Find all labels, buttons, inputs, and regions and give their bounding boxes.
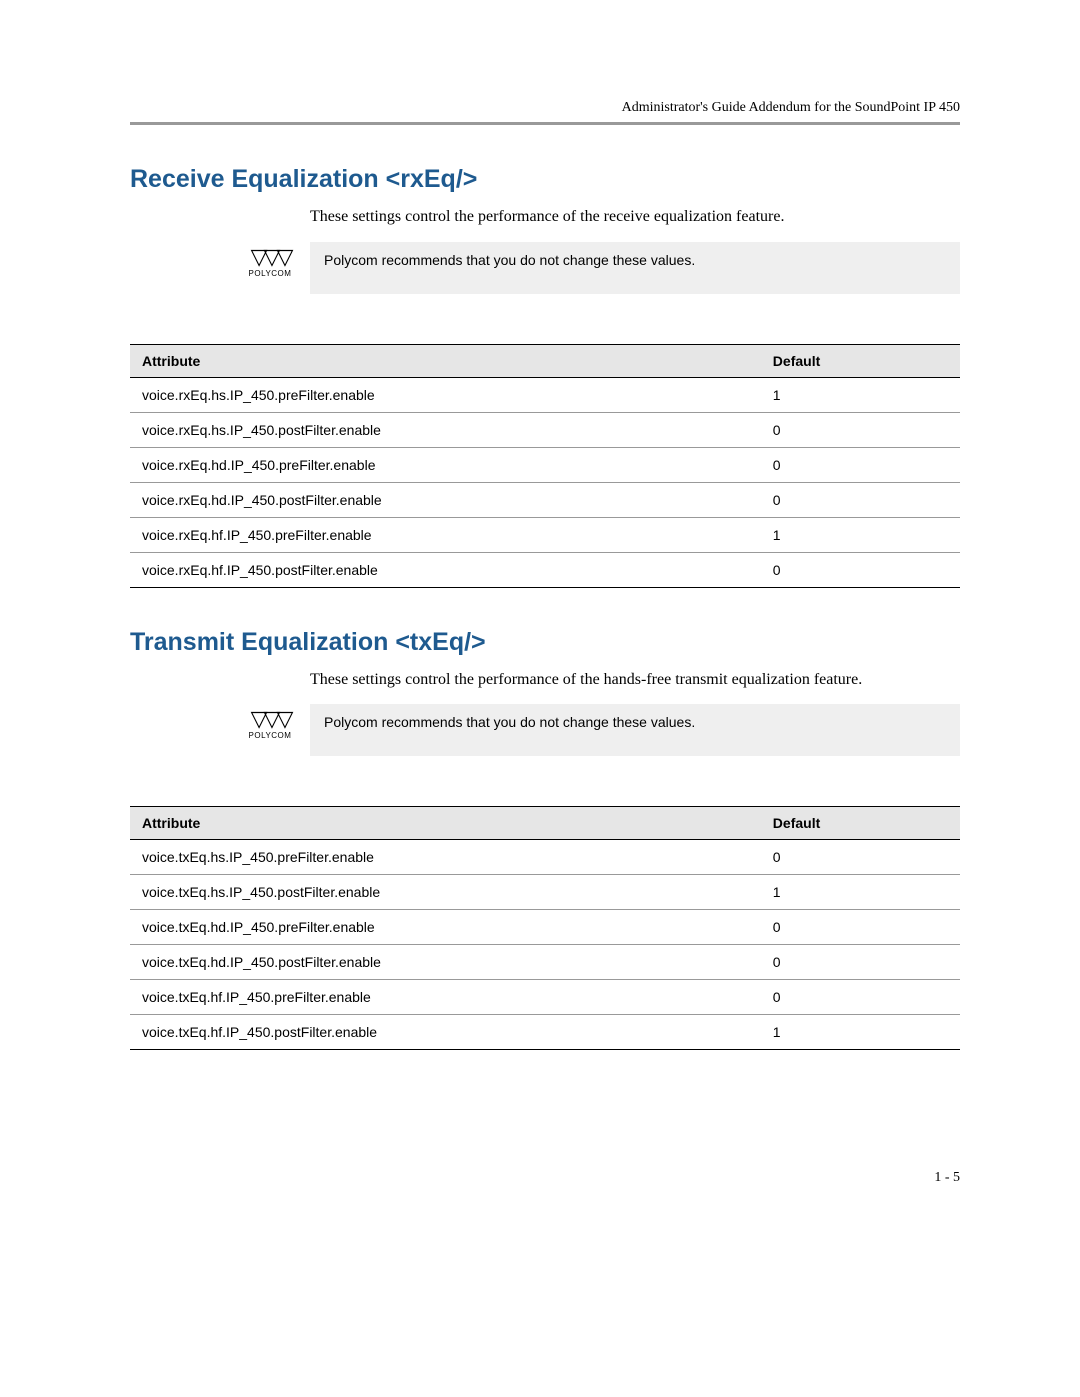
cell-def: 1	[761, 377, 960, 412]
col-header-attribute: Attribute	[130, 807, 761, 840]
cell-attr: voice.rxEq.hs.IP_450.postFilter.enable	[130, 412, 761, 447]
table-row: voice.rxEq.hf.IP_450.preFilter.enable1	[130, 517, 960, 552]
cell-attr: voice.rxEq.hf.IP_450.postFilter.enable	[130, 552, 761, 587]
cell-def: 1	[761, 1015, 960, 1050]
table-row: voice.rxEq.hd.IP_450.preFilter.enable0	[130, 447, 960, 482]
table-row: voice.txEq.hf.IP_450.preFilter.enable0	[130, 980, 960, 1015]
cell-attr: voice.rxEq.hf.IP_450.preFilter.enable	[130, 517, 761, 552]
cell-attr: voice.rxEq.hd.IP_450.preFilter.enable	[130, 447, 761, 482]
table-row: voice.txEq.hs.IP_450.postFilter.enable1	[130, 875, 960, 910]
table-row: voice.rxEq.hf.IP_450.postFilter.enable0	[130, 552, 960, 587]
table-row: voice.txEq.hf.IP_450.postFilter.enable1	[130, 1015, 960, 1050]
cell-def: 0	[761, 552, 960, 587]
page-number: 1 - 5	[130, 1170, 960, 1186]
col-header-attribute: Attribute	[130, 344, 761, 377]
page: Administrator's Guide Addendum for the S…	[0, 0, 1080, 1246]
cell-def: 0	[761, 447, 960, 482]
cell-def: 0	[761, 980, 960, 1015]
cell-attr: voice.txEq.hd.IP_450.postFilter.enable	[130, 945, 761, 980]
section-title-rx: Receive Equalization <rxEq/>	[130, 165, 960, 194]
cell-attr: voice.txEq.hf.IP_450.preFilter.enable	[130, 980, 761, 1015]
table-row: voice.rxEq.hs.IP_450.preFilter.enable1	[130, 377, 960, 412]
col-header-default: Default	[761, 807, 960, 840]
table-row: voice.rxEq.hd.IP_450.postFilter.enable0	[130, 482, 960, 517]
polycom-logo: ▽▽▽ POLYCOM	[240, 242, 300, 278]
polycom-logo-icon: ▽▽▽	[240, 708, 300, 730]
section-intro-rx: These settings control the performance o…	[310, 206, 960, 228]
cell-attr: voice.txEq.hs.IP_450.preFilter.enable	[130, 840, 761, 875]
cell-def: 0	[761, 840, 960, 875]
section-title-tx: Transmit Equalization <txEq/>	[130, 628, 960, 657]
cell-def: 0	[761, 412, 960, 447]
polycom-logo: ▽▽▽ POLYCOM	[240, 704, 300, 740]
table-rx: Attribute Default voice.rxEq.hs.IP_450.p…	[130, 344, 960, 588]
cell-def: 1	[761, 875, 960, 910]
cell-attr: voice.txEq.hd.IP_450.preFilter.enable	[130, 910, 761, 945]
page-header: Administrator's Guide Addendum for the S…	[130, 100, 960, 125]
polycom-logo-icon: ▽▽▽	[240, 246, 300, 268]
cell-def: 1	[761, 517, 960, 552]
cell-def: 0	[761, 482, 960, 517]
table-row: voice.txEq.hs.IP_450.preFilter.enable0	[130, 840, 960, 875]
table-tx: Attribute Default voice.txEq.hs.IP_450.p…	[130, 806, 960, 1050]
polycom-logo-text: POLYCOM	[240, 731, 300, 740]
table-row: voice.txEq.hd.IP_450.postFilter.enable0	[130, 945, 960, 980]
table-row: voice.txEq.hd.IP_450.preFilter.enable0	[130, 910, 960, 945]
cell-attr: voice.rxEq.hs.IP_450.preFilter.enable	[130, 377, 761, 412]
cell-attr: voice.txEq.hf.IP_450.postFilter.enable	[130, 1015, 761, 1050]
cell-def: 0	[761, 945, 960, 980]
col-header-default: Default	[761, 344, 960, 377]
table-row: voice.rxEq.hs.IP_450.postFilter.enable0	[130, 412, 960, 447]
cell-attr: voice.rxEq.hd.IP_450.postFilter.enable	[130, 482, 761, 517]
polycom-logo-text: POLYCOM	[240, 269, 300, 278]
note-row-tx: ▽▽▽ POLYCOM Polycom recommends that you …	[240, 704, 960, 756]
section-intro-tx: These settings control the performance o…	[310, 669, 960, 691]
cell-def: 0	[761, 910, 960, 945]
note-box-tx: Polycom recommends that you do not chang…	[310, 704, 960, 756]
note-box-rx: Polycom recommends that you do not chang…	[310, 242, 960, 294]
cell-attr: voice.txEq.hs.IP_450.postFilter.enable	[130, 875, 761, 910]
note-row-rx: ▽▽▽ POLYCOM Polycom recommends that you …	[240, 242, 960, 294]
